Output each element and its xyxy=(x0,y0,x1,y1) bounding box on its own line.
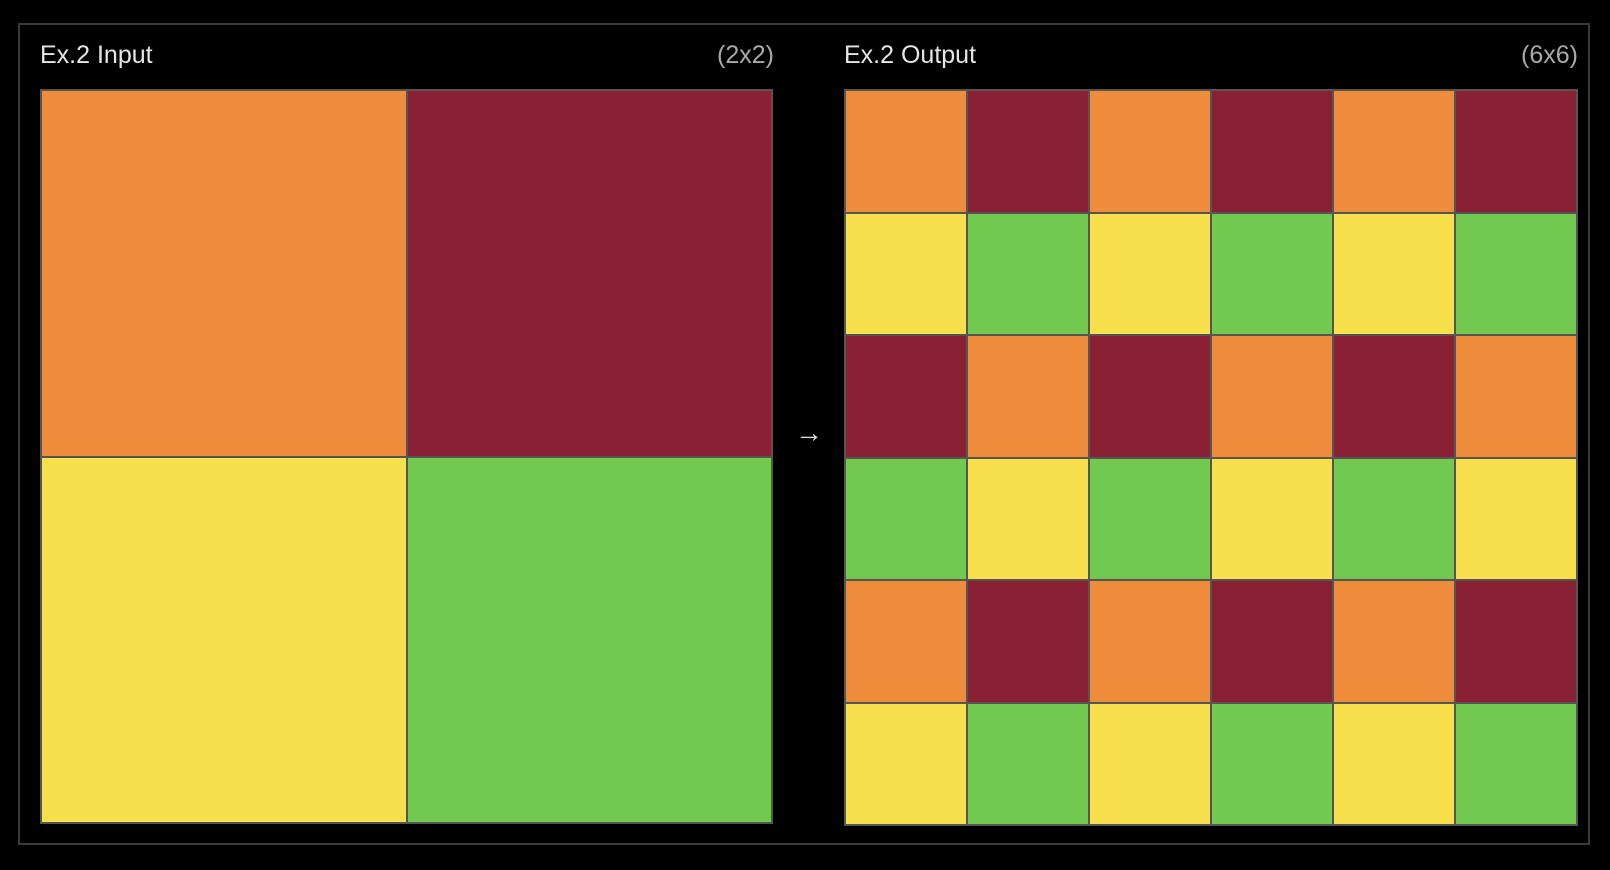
input-cell-r1-c1 xyxy=(407,457,771,822)
output-cell-r5-c2 xyxy=(1090,703,1210,824)
output-panel: Ex.2 Output (6x6) xyxy=(822,23,1578,845)
output-title: Ex.2 Output xyxy=(844,41,977,69)
output-cell-r0-c1 xyxy=(968,91,1088,212)
input-cell-r1-c0 xyxy=(42,457,406,822)
output-cell-r4-c5 xyxy=(1456,581,1576,702)
output-dims: (6x6) xyxy=(1521,41,1578,69)
output-cell-r1-c4 xyxy=(1334,213,1454,334)
output-panel-header: Ex.2 Output (6x6) xyxy=(844,41,1578,75)
output-cell-r3-c3 xyxy=(1212,458,1332,579)
output-cell-r3-c0 xyxy=(846,458,966,579)
output-cell-r2-c1 xyxy=(968,336,1088,457)
input-cell-r0-c0 xyxy=(42,91,406,456)
output-cell-r5-c0 xyxy=(846,703,966,824)
output-cell-r5-c1 xyxy=(968,703,1088,824)
input-title: Ex.2 Input xyxy=(40,41,153,69)
output-cell-r2-c2 xyxy=(1090,336,1210,457)
input-cell-r0-c1 xyxy=(407,91,771,456)
output-cell-r4-c2 xyxy=(1090,581,1210,702)
input-panel-header: Ex.2 Input (2x2) xyxy=(40,41,774,75)
output-cell-r0-c5 xyxy=(1456,91,1576,212)
output-cell-r2-c3 xyxy=(1212,336,1332,457)
output-cell-r4-c0 xyxy=(846,581,966,702)
transform-arrow-icon: → xyxy=(795,417,823,448)
input-panel: Ex.2 Input (2x2) xyxy=(18,23,774,845)
output-cell-r3-c5 xyxy=(1456,458,1576,579)
output-cell-r4-c1 xyxy=(968,581,1088,702)
output-cell-r5-c3 xyxy=(1212,703,1332,824)
output-cell-r0-c2 xyxy=(1090,91,1210,212)
output-cell-r1-c3 xyxy=(1212,213,1332,334)
output-cell-r5-c4 xyxy=(1334,703,1454,824)
output-cell-r4-c3 xyxy=(1212,581,1332,702)
output-grid xyxy=(844,89,1578,826)
output-cell-r3-c2 xyxy=(1090,458,1210,579)
input-dims: (2x2) xyxy=(717,41,774,69)
output-cell-r0-c0 xyxy=(846,91,966,212)
output-cell-r1-c0 xyxy=(846,213,966,334)
output-cell-r1-c2 xyxy=(1090,213,1210,334)
output-cell-r1-c1 xyxy=(968,213,1088,334)
output-cell-r0-c3 xyxy=(1212,91,1332,212)
output-cell-r2-c5 xyxy=(1456,336,1576,457)
output-cell-r3-c1 xyxy=(968,458,1088,579)
output-cell-r2-c4 xyxy=(1334,336,1454,457)
input-grid xyxy=(40,89,773,824)
examples-frame xyxy=(18,23,1590,845)
output-cell-r3-c4 xyxy=(1334,458,1454,579)
output-cell-r4-c4 xyxy=(1334,581,1454,702)
output-cell-r2-c0 xyxy=(846,336,966,457)
output-cell-r0-c4 xyxy=(1334,91,1454,212)
output-cell-r5-c5 xyxy=(1456,703,1576,824)
output-cell-r1-c5 xyxy=(1456,213,1576,334)
